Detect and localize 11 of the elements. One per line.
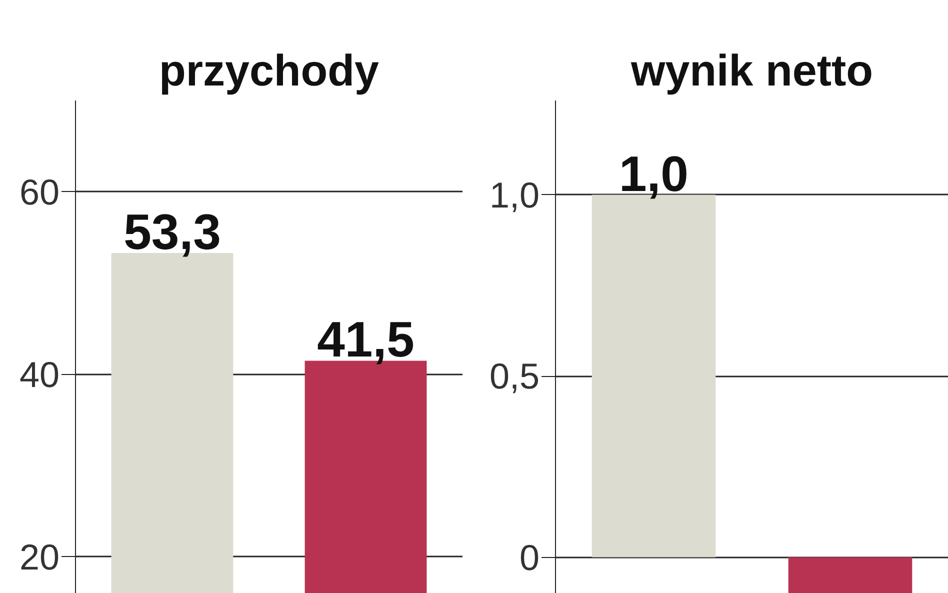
data-label: 53,3 — [124, 204, 221, 260]
chart-title: wynik netto — [630, 46, 874, 96]
y-tick-label: 60 — [19, 171, 60, 212]
data-label: 1,0 — [618, 146, 689, 202]
y-tick-label: 1,0 — [489, 174, 540, 216]
y-tick-label: 0,5 — [489, 356, 540, 396]
y-tick-label: 40 — [19, 354, 60, 395]
data-label: 41,5 — [317, 312, 414, 368]
y-tick-label: 0 — [519, 536, 540, 578]
y-tick-label: 20 — [19, 536, 60, 578]
chart-title: przychody — [158, 46, 380, 96]
